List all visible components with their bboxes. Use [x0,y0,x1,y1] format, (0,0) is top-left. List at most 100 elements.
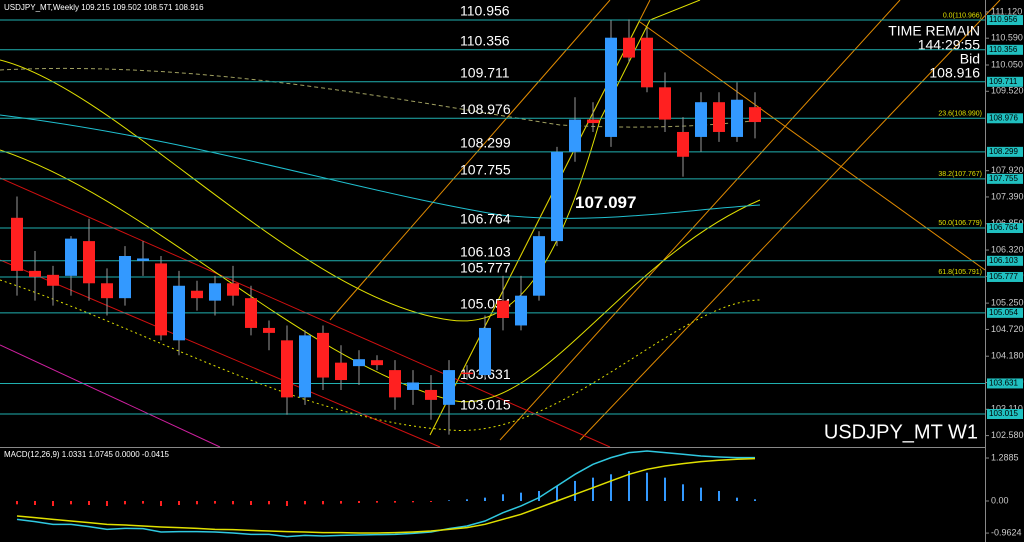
level-box [987,409,1023,420]
candle-body [731,99,743,137]
level-box [987,223,1023,234]
level-box-label: 110.956 [989,15,1018,24]
annotation: 107.097 [575,193,636,212]
level-label: 103.015 [460,397,511,413]
candle-body [299,335,311,398]
level-box-label: 108.976 [989,113,1018,122]
level-box-label: 109.711 [989,77,1018,86]
fib-label: 50.0(106.779) [938,220,982,227]
info-text: 108.916 [929,65,980,81]
fib-label: 23.6(108.990) [938,110,982,117]
level-label: 110.356 [460,33,510,49]
candle-body [605,37,617,137]
candle-body [101,283,113,299]
macd-main-line [16,450,755,538]
symbol-label: USDJPY_MT W1 [824,421,978,443]
macd-y-tick-label: 1.2885 [991,452,1019,462]
candle-body [389,370,401,398]
candle-body [641,37,653,88]
candle-body [227,283,239,296]
level-box-label: 105.777 [989,272,1018,281]
candle-body [425,389,437,400]
level-label: 108.299 [460,135,511,151]
candle-body [281,340,293,398]
level-box-label: 103.631 [989,379,1018,388]
level-label: 105.777 [460,260,511,276]
candle-body [515,295,527,326]
level-box [987,255,1023,266]
candle-body [191,290,203,299]
level-box [987,15,1023,26]
level-box [987,146,1023,157]
y-tick-label: 106.320 [991,244,1024,254]
candle-body [677,131,689,157]
level-box-label: 107.755 [989,174,1018,183]
level-box-label: 110.356 [989,45,1018,54]
candle-body [461,372,473,375]
candle-body [155,263,167,336]
level-box [987,113,1023,124]
y-tick-label: 110.050 [991,59,1023,69]
level-box [987,271,1023,282]
candle-body [119,255,131,299]
level-box [987,378,1023,389]
info-text: 144:29:55 [918,37,980,53]
candle-body [659,87,671,120]
y-tick-label: 105.250 [991,298,1024,308]
level-box [987,44,1023,55]
y-tick-label: 103.110 [991,404,1023,414]
candle-body [551,151,563,242]
level-box [987,307,1023,318]
macd-title: MACD(12,26,9) 1.0331 1.0745 0.0000 -0.04… [4,450,170,459]
level-label: 110.956 [460,3,510,19]
candle-body [245,298,257,328]
candle-body [371,360,383,366]
candle-body [353,359,365,367]
candle-body [749,107,761,123]
candle-body [623,37,635,58]
level-label: 108.976 [460,101,511,117]
candle-body [263,327,275,333]
level-box-label: 106.103 [989,256,1018,265]
candle-body [479,327,491,376]
candle-body [713,102,725,132]
candle-body [29,270,41,277]
candle-body [443,370,455,405]
candle-body [695,102,707,137]
level-label: 106.103 [460,244,511,260]
candle-body [137,258,149,261]
y-tick-label: 107.390 [991,191,1024,201]
y-tick-label: 109.520 [991,86,1024,96]
level-box-label: 108.299 [989,147,1018,156]
candle-body [173,285,185,341]
candle-body [317,332,329,378]
level-box-label: 105.054 [989,308,1018,317]
macd-y-tick-label: 0.00 [991,495,1009,505]
level-box [987,173,1023,184]
level-label: 106.764 [460,211,511,227]
fib-label: 0.0(110.966) [943,12,982,19]
y-tick-label: 104.720 [991,324,1024,334]
candle-body [209,283,221,301]
y-tick-label: 107.920 [991,165,1024,175]
candle-body [65,238,77,276]
candle-body [11,217,23,271]
level-box [987,76,1023,87]
candle-body [335,362,347,381]
chart-header: USDJPY_MT,Weekly 109.215 109.502 108.571… [4,3,204,12]
y-tick-label: 102.580 [991,430,1024,440]
candle-body [83,241,95,284]
candle-body [497,300,509,319]
level-label: 107.755 [460,162,511,178]
macd-y-tick-label: -0.9624 [991,527,1022,537]
fib-label: 61.8(105.791) [938,269,982,276]
macd-signal-line [16,457,756,534]
decorations [0,0,1001,448]
level-box-label: 103.015 [989,409,1018,418]
level-label: 109.711 [460,65,510,81]
y-tick-label: 111.120 [991,6,1022,16]
candle-body [407,382,419,390]
